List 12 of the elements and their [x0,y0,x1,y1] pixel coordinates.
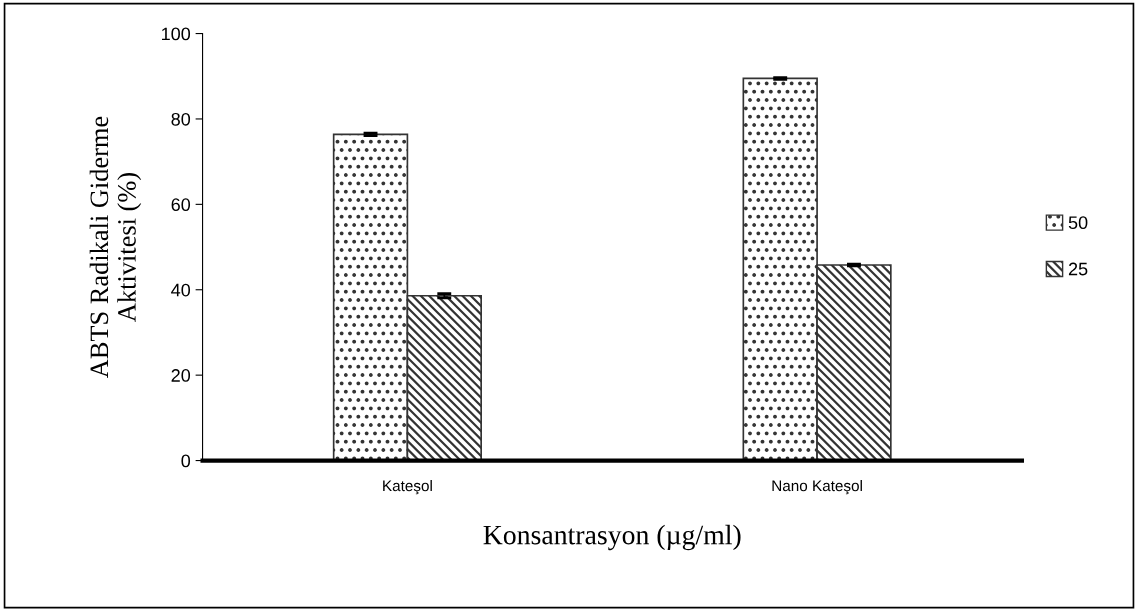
x-tick-label: Nano Kateşol [772,479,862,495]
y-tick-label: 80 [171,112,191,126]
y-tick-label: 40 [171,283,191,297]
legend-label: 25 [1068,262,1088,276]
y-axis-title: ABTS Radikali Giderme Aktivitesi (%) [89,116,142,378]
y-tick-label: 100 [162,27,191,41]
x-axis-title: Konsantrasyon (µg/ml) [483,524,741,551]
legend-label: 50 [1068,216,1088,230]
y-tick-label: 20 [171,369,191,382]
y-tick-label: 0 [181,454,191,468]
y-tick-label: 60 [171,198,191,212]
x-tick-label: Kateşol [383,479,432,495]
